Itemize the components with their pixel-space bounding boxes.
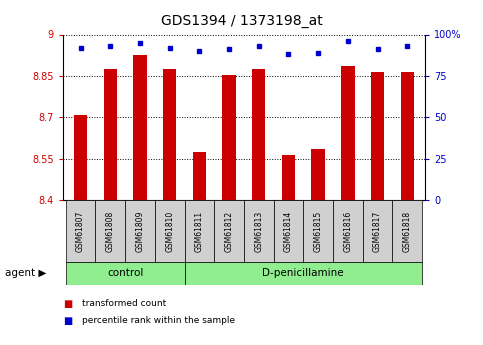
Bar bbox=[282, 155, 295, 200]
Text: GSM61810: GSM61810 bbox=[165, 210, 174, 252]
Text: GSM61814: GSM61814 bbox=[284, 210, 293, 252]
Bar bbox=[96, 200, 125, 262]
Bar bbox=[303, 200, 333, 262]
Text: control: control bbox=[107, 268, 143, 278]
Bar bbox=[185, 262, 422, 285]
Text: percentile rank within the sample: percentile rank within the sample bbox=[82, 316, 235, 325]
Text: GSM61816: GSM61816 bbox=[343, 210, 352, 252]
Text: transformed count: transformed count bbox=[82, 299, 166, 308]
Text: GSM61818: GSM61818 bbox=[403, 210, 412, 252]
Bar bbox=[273, 200, 303, 262]
Text: GSM61815: GSM61815 bbox=[313, 210, 323, 252]
Text: GSM61809: GSM61809 bbox=[136, 210, 144, 252]
Bar bbox=[163, 69, 176, 200]
Bar bbox=[244, 200, 273, 262]
Text: GSM61813: GSM61813 bbox=[254, 210, 263, 252]
Text: ■: ■ bbox=[63, 299, 72, 308]
Text: GSM61812: GSM61812 bbox=[225, 210, 234, 252]
Bar bbox=[371, 72, 384, 200]
Bar bbox=[74, 115, 87, 200]
Bar bbox=[222, 75, 236, 200]
Bar bbox=[252, 69, 266, 200]
Text: GSM61817: GSM61817 bbox=[373, 210, 382, 252]
Bar bbox=[214, 200, 244, 262]
Bar bbox=[341, 66, 355, 200]
Text: D-penicillamine: D-penicillamine bbox=[262, 268, 344, 278]
Text: agent ▶: agent ▶ bbox=[5, 268, 46, 278]
Bar bbox=[66, 262, 185, 285]
Text: GSM61808: GSM61808 bbox=[106, 210, 115, 252]
Bar bbox=[125, 200, 155, 262]
Bar bbox=[312, 149, 325, 200]
Bar bbox=[400, 72, 414, 200]
Bar bbox=[333, 200, 363, 262]
Text: GSM61807: GSM61807 bbox=[76, 210, 85, 252]
Bar bbox=[66, 200, 96, 262]
Text: ■: ■ bbox=[63, 316, 72, 326]
Bar bbox=[193, 152, 206, 200]
Bar bbox=[363, 200, 392, 262]
Bar bbox=[185, 200, 214, 262]
Bar bbox=[392, 200, 422, 262]
Text: GDS1394 / 1373198_at: GDS1394 / 1373198_at bbox=[161, 14, 322, 28]
Bar bbox=[104, 69, 117, 200]
Bar bbox=[133, 55, 147, 200]
Bar bbox=[155, 200, 185, 262]
Text: GSM61811: GSM61811 bbox=[195, 210, 204, 252]
